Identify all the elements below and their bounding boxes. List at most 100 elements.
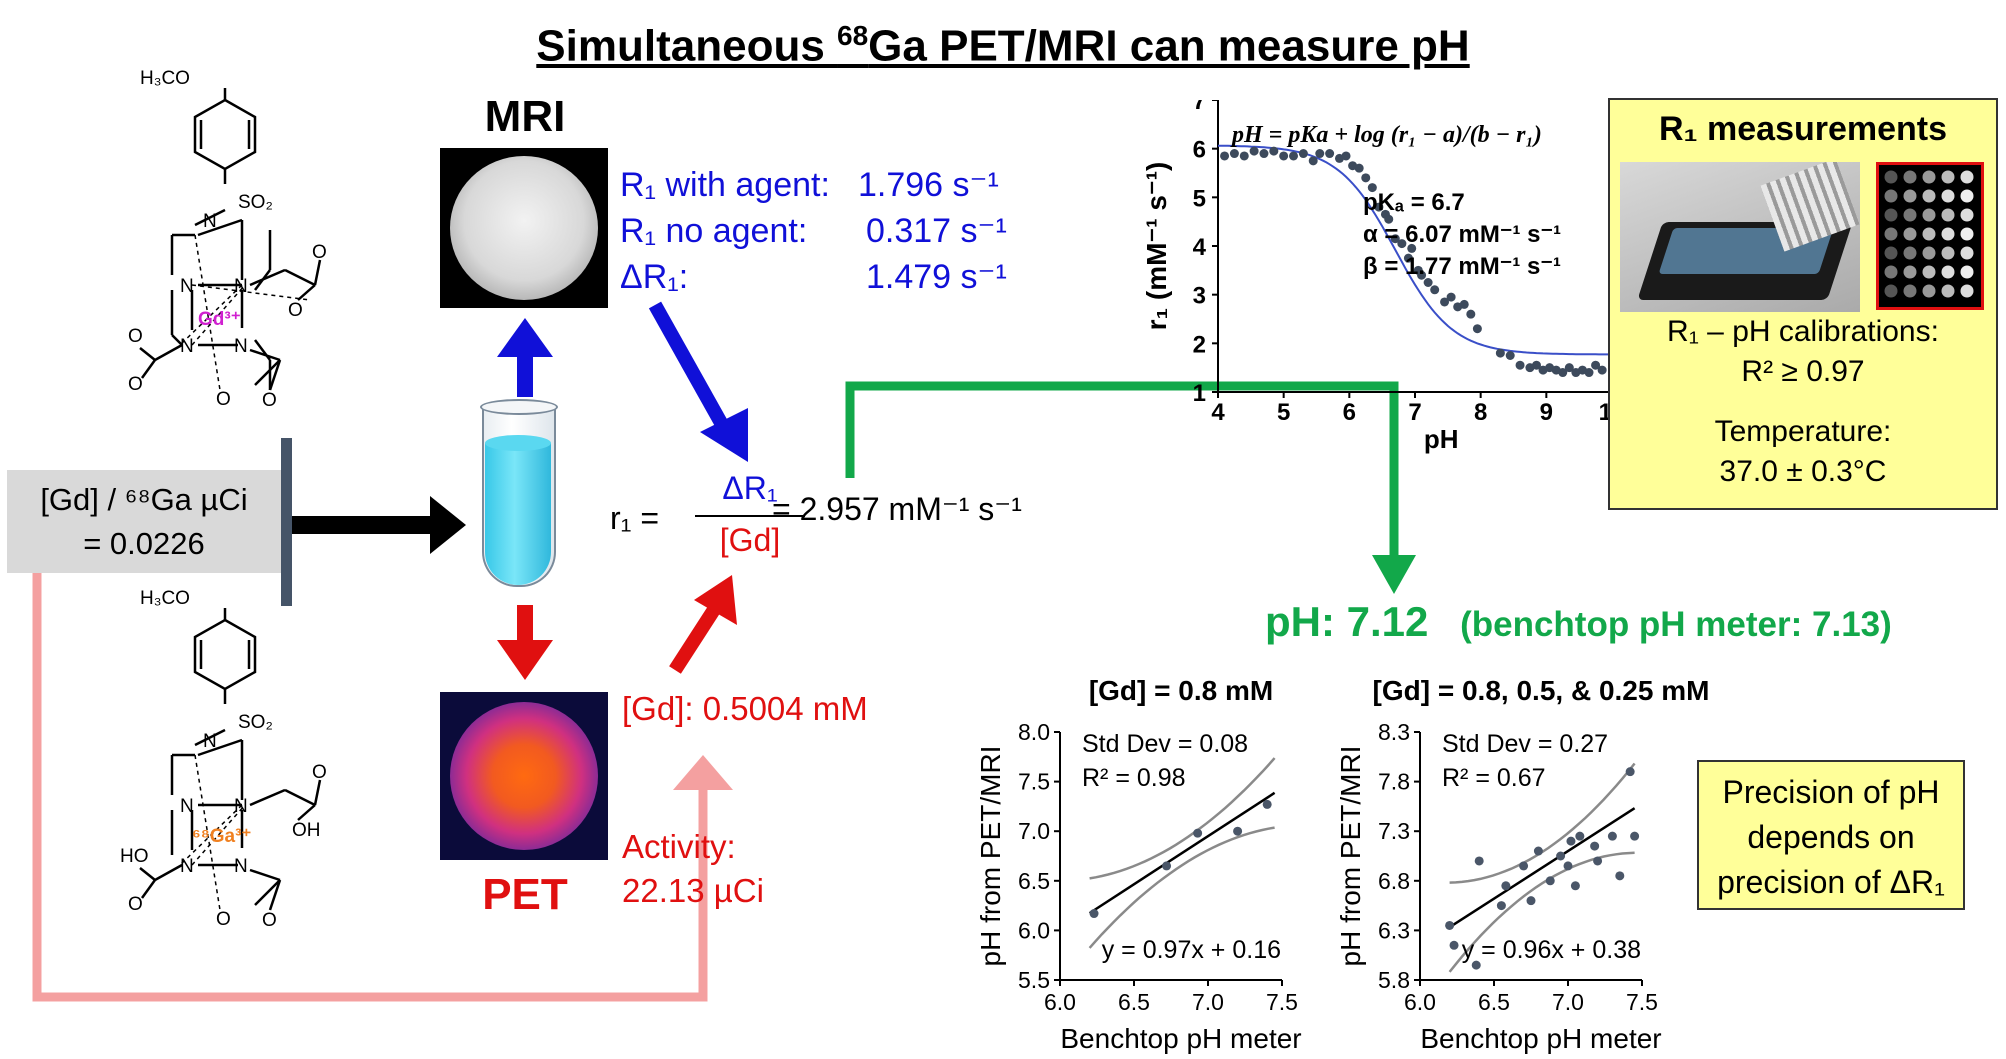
formula-denominator: [Gd]: [719, 522, 781, 558]
well: [1884, 170, 1898, 184]
well: [1941, 265, 1955, 279]
data-point: [1417, 270, 1427, 280]
green-readout-arrow: [845, 381, 1416, 594]
formula-lhs: r₁ =: [610, 500, 660, 536]
data-point: [1384, 214, 1394, 224]
ph-result-main: pH: 7.12: [1265, 598, 1429, 645]
x-axis-title: Benchtop pH meter: [1060, 1023, 1301, 1054]
well: [1884, 189, 1898, 203]
calibration-line-2: R² ≥ 0.97: [1741, 355, 1865, 388]
well: [1903, 284, 1917, 298]
svg-text:N: N: [180, 336, 194, 357]
well: [1884, 227, 1898, 241]
x-tick-label: 5: [1277, 399, 1290, 426]
x-tick-label: 7.5: [1626, 989, 1658, 1015]
data-point: [1367, 183, 1377, 193]
fit-parameter: pKₐ = 6.7: [1363, 189, 1465, 216]
data-point: [1526, 896, 1536, 906]
y-axis-title: pH from PET/MRI: [975, 746, 1006, 967]
well: [1903, 208, 1917, 222]
y-tick-label: 2: [1193, 331, 1206, 358]
data-point: [1446, 292, 1456, 302]
svg-text:O: O: [262, 390, 277, 411]
data-point: [1162, 861, 1172, 871]
well: [1922, 170, 1936, 184]
r1-measurements-box: R₁ measurements R₁ – pH calibrations: R²…: [1608, 98, 1998, 510]
data-point: [1445, 920, 1455, 930]
x-tick-label: 4: [1211, 399, 1225, 426]
black-arrow: [292, 496, 466, 554]
well: [1903, 227, 1917, 241]
svg-text:Gd³⁺: Gd³⁺: [198, 309, 241, 330]
formula-result: = 2.957 mM⁻¹ s⁻¹: [772, 491, 1022, 527]
r1-no-agent-value: 0.317 s⁻¹: [866, 212, 1007, 250]
data-point: [1229, 149, 1239, 159]
data-point: [1556, 851, 1566, 861]
y-tick-label: 6.5: [1018, 868, 1050, 894]
well: [1960, 189, 1974, 203]
regression-line: [1448, 807, 1636, 929]
svg-text:SO₂: SO₂: [238, 712, 273, 733]
data-point: [1403, 253, 1413, 263]
blue-arrow-up: [497, 318, 553, 397]
activity-block: Activity: 22.13 µCi: [622, 825, 764, 913]
std-dev-label: Std Dev = 0.08: [1082, 730, 1248, 758]
y-tick-label: 6.0: [1018, 917, 1050, 943]
data-point: [1563, 861, 1573, 871]
y-tick-label: 6.3: [1378, 917, 1410, 943]
y-tick-label: 6.8: [1378, 868, 1410, 894]
well: [1941, 208, 1955, 222]
r1-no-agent-row: R₁ no agent: 0.317 s⁻¹: [620, 208, 1020, 254]
data-point: [1558, 368, 1568, 378]
data-point: [1423, 278, 1433, 287]
well: [1960, 246, 1974, 260]
svg-text:N: N: [180, 276, 194, 297]
pink-connector: [32, 573, 733, 1002]
calibration-line-1: R₁ – pH calibrations:: [1667, 315, 1939, 348]
data-point: [1564, 363, 1574, 373]
well: [1941, 227, 1955, 241]
well: [1884, 208, 1898, 222]
data-point: [1308, 156, 1318, 166]
svg-text:SO₂: SO₂: [238, 192, 273, 213]
ratio-line-2: = 0.0226: [83, 526, 205, 561]
mri-values: R₁ with agent: 1.796 s⁻¹ R₁ no agent: 0.…: [620, 162, 1020, 300]
data-point: [1239, 151, 1249, 161]
validation-chart-combined: [Gd] = 0.8, 0.5, & 0.25 mM 6.0 6.5 7.0 7.5 5.…: [1335, 675, 1709, 1054]
fraction-bar: [695, 515, 805, 517]
gd-complex-structure: H₃CO SO₂ N N N N N Gd³⁺ O O O O O O: [128, 68, 327, 411]
precision-line-1: Precision of pH: [1722, 774, 1940, 810]
red-arrow-down: [497, 605, 553, 680]
ratio-line-1: [Gd] / ⁶⁸Ga µCi: [40, 482, 248, 517]
well: [1922, 227, 1936, 241]
y-tick-label: 6: [1193, 137, 1206, 164]
red-diagonal-arrow: [669, 575, 737, 674]
data-point: [1269, 146, 1279, 156]
ph-titration-chart: 456789101234567pHr₁ (mM⁻¹ s⁻¹)pH = pKa +…: [1141, 100, 1620, 454]
svg-text:⁶⁸Ga³⁺: ⁶⁸Ga³⁺: [192, 826, 251, 847]
data-point: [1289, 151, 1299, 161]
r-squared-label: R² = 0.98: [1082, 764, 1186, 792]
data-point: [1315, 149, 1325, 159]
well: [1903, 265, 1917, 279]
y-tick-label: 8.3: [1378, 719, 1410, 745]
r-squared-label: R² = 0.67: [1442, 764, 1546, 792]
well: [1960, 227, 1974, 241]
fit-equation-label: y = 0.97x + 0.16: [1102, 936, 1281, 964]
svg-text:N: N: [203, 731, 217, 752]
well: [1922, 208, 1936, 222]
x-tick-label: 6.5: [1478, 989, 1510, 1015]
data-point: [1566, 836, 1576, 846]
x-axis-title: Benchtop pH meter: [1420, 1023, 1661, 1054]
well-plate-photo: [1620, 162, 1860, 312]
activity-label: Activity:: [622, 828, 736, 865]
svg-text:OH: OH: [292, 820, 321, 841]
confidence-lower: [1088, 826, 1275, 949]
y-tick-label: 5.8: [1378, 967, 1410, 993]
x-tick-label: 7.0: [1552, 989, 1584, 1015]
svg-text:O: O: [288, 300, 303, 321]
data-point: [1262, 799, 1272, 809]
well: [1941, 246, 1955, 260]
r1-with-agent-label: R₁ with agent:: [620, 166, 830, 204]
